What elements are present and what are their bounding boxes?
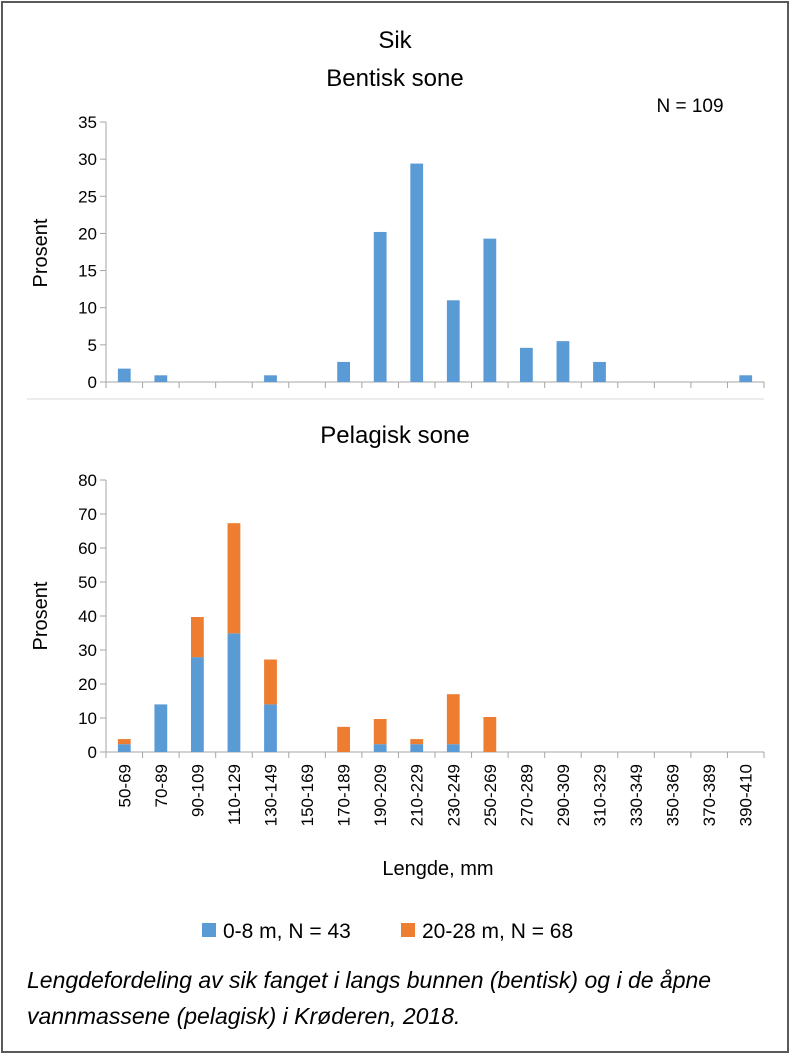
bottom-y-tick-label: 20 [78,675,97,694]
bottom-x-tick-label: 290-309 [554,764,573,826]
bottom-chart-plot-area: 0 10 20 30 40 50 60 70 80 50-69 70-89 90-109 110-129… [78,471,765,826]
top-bar-270-289 [519,347,533,382]
top-bar-170-189 [337,361,351,382]
bottom-x-tick-label: 130-149 [262,764,281,826]
top-y-tick-label: 5 [88,336,97,355]
bottom-bar-90-109-series-0 [190,657,204,752]
bottom-bar-110-129-series-0 [227,633,241,752]
bottom-x-tick-label: 250-269 [481,764,500,826]
top-y-tick-label: 25 [78,187,97,206]
top-chart-ylabel: Prosent [30,218,52,287]
legend-label-0-8m: 0-8 m, N = 43 [223,920,351,943]
chart-legend: 0-8 m, N = 43 20-28 m, N = 68 [202,920,573,943]
bottom-x-tick-label: 390-410 [737,764,756,826]
top-y-tick-label: 20 [78,224,97,243]
bottom-x-tick-label: 270-289 [517,764,536,826]
bottom-bar-210-229-series-0 [410,744,424,752]
top-chart-subtitle: Bentisk sone [326,65,463,92]
bottom-bar-170-189-series-1 [337,726,351,752]
top-bar-230-249 [446,300,460,382]
top-y-tick-label: 35 [78,113,97,132]
bottom-x-tick-label: 50-69 [115,764,134,807]
top-chart-plot-area: 0 5 10 15 20 25 30 35 [78,113,765,392]
top-y-tick-label: 30 [78,150,97,169]
bottom-bar-190-209-series-1 [373,719,387,745]
bottom-x-tick-label: 70-89 [152,764,171,807]
bottom-x-tick-label: 190-209 [371,764,390,826]
top-chart-title: Sik [378,27,412,54]
top-bar-70-89 [154,375,168,382]
bottom-bar-250-269-series-1 [483,716,497,752]
top-bar-50-69 [117,368,131,382]
legend-swatch-0-8m [202,923,216,937]
bottom-x-tick-label: 210-229 [408,764,427,826]
bottom-bar-70-89-series-0 [154,704,168,752]
bottom-x-tick-label: 370-389 [700,764,719,826]
bottom-bar-230-249-series-1 [446,694,460,745]
bottom-bar-130-149-series-1 [264,659,277,705]
bottom-bar-130-149-series-0 [264,704,277,752]
bottom-x-tick-label: 330-349 [627,764,646,826]
top-y-tick-label: 15 [78,262,97,281]
bottom-bar-90-109-series-1 [190,617,204,658]
top-y-tick-label: 10 [78,299,97,318]
bottom-chart-xlabel: Lengde, mm [382,858,493,880]
bottom-y-tick-label: 30 [78,641,97,660]
figure-caption: Lengdefordeling av sik fanget i langs bu… [27,967,712,1029]
bottom-y-tick-label: 50 [78,573,97,592]
top-bar-310-329 [593,361,606,382]
bottom-bar-110-129-series-1 [227,523,241,634]
bottom-x-tick-label: 230-249 [444,764,463,826]
bottom-bar-190-209-series-0 [373,744,387,752]
bottom-chart-title: Pelagisk sone [320,422,469,449]
bottom-x-tick-label: 90-109 [188,764,207,817]
bottom-y-tick-label: 80 [78,471,97,490]
top-y-tick-label: 0 [88,373,97,392]
legend-label-20-28m: 20-28 m, N = 68 [422,920,573,943]
bottom-bar-50-69-series-0 [117,744,131,752]
top-chart-n-annotation: N = 109 [656,96,723,117]
top-bar-130-149 [264,375,277,382]
bottom-chart-ylabel: Prosent [30,581,52,650]
top-bar-390-410 [739,375,753,382]
bottom-y-tick-label: 70 [78,505,97,524]
bottom-x-tick-label: 310-329 [591,764,610,826]
bottom-x-tick-label: 170-189 [335,764,354,826]
top-bar-190-209 [373,231,387,382]
top-bar-210-229 [410,163,424,382]
bottom-y-tick-label: 40 [78,607,97,626]
bottom-bar-230-249-series-0 [446,744,460,752]
bottom-bar-210-229-series-1 [410,739,424,745]
bottom-y-tick-label: 0 [88,743,97,762]
top-bar-290-309 [556,341,570,382]
bottom-bar-50-69-series-1 [117,739,131,745]
bottom-y-tick-label: 60 [78,539,97,558]
bottom-y-tick-label: 10 [78,709,97,728]
bottom-x-tick-label: 150-169 [298,764,317,826]
bottom-x-tick-label: 110-129 [225,764,244,825]
bottom-x-tick-label: 350-369 [664,764,683,826]
legend-swatch-20-28m [401,923,415,937]
top-bar-250-269 [483,238,497,382]
